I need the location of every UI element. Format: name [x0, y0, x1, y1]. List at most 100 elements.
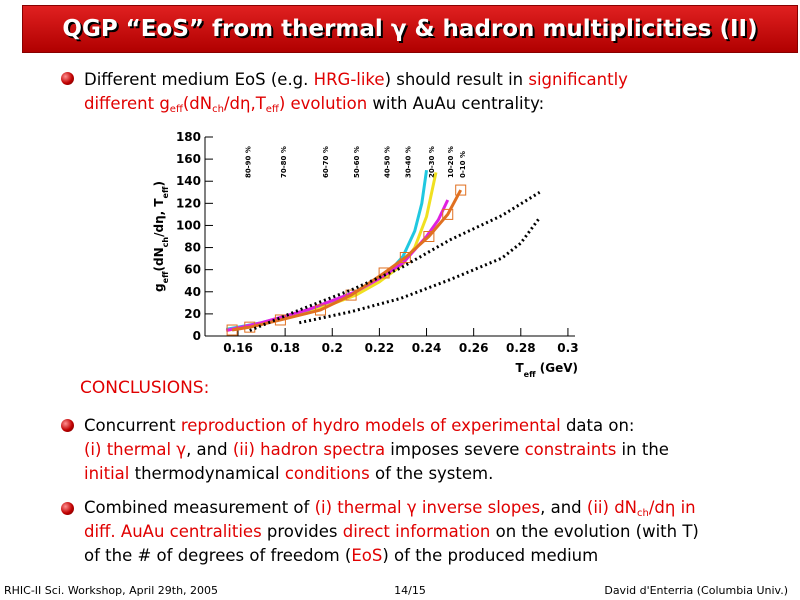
- label-segment: T: [515, 361, 524, 375]
- text-segment: reproduction of hydro models of experime…: [180, 416, 561, 435]
- text-segment: Concurrent: [84, 416, 181, 435]
- text-segment: constraints: [524, 440, 617, 459]
- data-marker: [455, 184, 467, 196]
- y-tick-label: 160: [176, 152, 201, 166]
- series-line: [225, 199, 450, 332]
- text-segment: significantly: [528, 70, 628, 89]
- text-segment: (dN: [182, 94, 213, 113]
- text-segment: diff. AuAu centralities: [84, 522, 262, 541]
- data-marker: [314, 304, 326, 316]
- text-segment: of the # of degrees of freedom (: [84, 546, 352, 565]
- centrality-label: 30-40 %: [405, 146, 413, 178]
- text-segment: direct information: [342, 522, 491, 541]
- conclusion-text: Combined measurement of (i) thermal γ in…: [84, 496, 699, 568]
- intro-text: Different medium EoS (e.g. HRG-like) sho…: [84, 68, 628, 116]
- text-line: Different medium EoS (e.g. HRG-like) sho…: [84, 68, 628, 92]
- text-segment: Combined measurement of: [84, 498, 315, 517]
- label-segment: (dN: [152, 247, 166, 271]
- x-tick-label: 0.2: [322, 341, 343, 355]
- data-marker: [442, 208, 454, 220]
- bullet-marker: [61, 419, 74, 432]
- y-tick-label: 20: [184, 307, 201, 321]
- label-segment: (GeV): [536, 361, 578, 375]
- y-tick-label: 0: [193, 329, 201, 343]
- centrality-label: 80-90 %: [244, 146, 252, 178]
- centrality-label: 70-80 %: [280, 146, 288, 178]
- text-segment: conditions: [284, 464, 370, 483]
- text-segment: Different medium EoS (e.g.: [84, 70, 314, 89]
- text-segment: in the: [616, 440, 669, 459]
- centrality-label: 50-60 %: [353, 146, 361, 178]
- centrality-label: 40-50 %: [383, 146, 391, 178]
- centrality-label: 0-10 %: [459, 151, 467, 178]
- label-segment: eff: [524, 370, 536, 379]
- label-segment: ): [152, 181, 166, 186]
- x-tick-label: 0.26: [459, 341, 489, 355]
- data-marker: [226, 324, 238, 336]
- text-segment: with AuAu centrality:: [367, 94, 545, 113]
- text-segment: initial: [84, 464, 130, 483]
- text-line: of the # of degrees of freedom (EoS) of …: [84, 544, 699, 568]
- text-line: (i) thermal γ, and (ii) hadron spectra i…: [84, 438, 669, 462]
- x-tick-label: 0.16: [223, 341, 253, 355]
- data-marker: [399, 252, 411, 264]
- y-axis-label: geff(dNch/dη, Teff): [152, 181, 170, 292]
- x-tick-label: 0.24: [412, 341, 442, 355]
- centrality-label: 10-20 %: [447, 146, 455, 178]
- text-segment: ) should result in: [384, 70, 529, 89]
- label-segment: g: [152, 283, 166, 292]
- text-line: initial thermodynamical conditions of th…: [84, 462, 669, 486]
- text-segment: (i) thermal γ inverse slopes: [314, 498, 541, 517]
- y-tick-label: 100: [176, 218, 201, 232]
- text-segment: /dη in: [648, 498, 696, 517]
- text-segment: thermodynamical: [129, 464, 285, 483]
- text-segment: ) evolution: [278, 94, 368, 113]
- text-segment: ) of the produced medium: [382, 546, 599, 565]
- label-segment: ch: [161, 237, 170, 248]
- conclusions-heading: CONCLUSIONS:: [80, 378, 210, 398]
- bullet-marker: [61, 502, 74, 515]
- text-segment: eff: [169, 104, 183, 115]
- text-segment: (i) thermal γ: [84, 440, 187, 459]
- x-tick-label: 0.3: [557, 341, 578, 355]
- text-line: Concurrent reproduction of hydro models …: [84, 414, 669, 438]
- label-segment: eff: [161, 186, 170, 198]
- text-segment: provides: [261, 522, 343, 541]
- data-marker: [274, 314, 286, 326]
- conclusion-text: Concurrent reproduction of hydro models …: [84, 414, 669, 486]
- text-segment: eff: [265, 104, 279, 115]
- x-axis-label: Teff (GeV): [515, 361, 578, 379]
- text-segment: (ii) dN: [586, 498, 638, 517]
- y-tick-label: 80: [184, 241, 201, 255]
- y-tick-label: 40: [184, 285, 201, 299]
- text-segment: data on:: [560, 416, 635, 435]
- y-tick-label: 120: [176, 196, 201, 210]
- text-segment: on the evolution (with T): [490, 522, 699, 541]
- y-tick-label: 140: [176, 174, 201, 188]
- text-segment: different g: [84, 94, 170, 113]
- text-line: Combined measurement of (i) thermal γ in…: [84, 496, 699, 520]
- text-segment: (ii) hadron spectra: [232, 440, 386, 459]
- text-segment: /dη,T: [223, 94, 266, 113]
- footer-center: 14/15: [394, 584, 426, 597]
- text-line: diff. AuAu centralities provides direct …: [84, 520, 699, 544]
- text-segment: of the system.: [369, 464, 494, 483]
- text-segment: EoS: [351, 546, 383, 565]
- text-line: different geff(dNch/dη,Teff) evolution w…: [84, 92, 628, 116]
- text-segment: , and: [186, 440, 233, 459]
- bullet-marker: [61, 72, 74, 85]
- text-segment: ch: [637, 508, 649, 519]
- centrality-label: 20-30 %: [428, 146, 436, 178]
- footer-right: David d'Enterria (Columbia Univ.): [604, 584, 788, 597]
- label-segment: eff: [161, 271, 170, 283]
- label-segment: /dη, T: [152, 198, 166, 237]
- text-segment: imposes severe: [385, 440, 525, 459]
- slide-title: QGP “EoS” from thermal γ & hadron multip…: [22, 5, 798, 53]
- text-segment: HRG-like: [313, 70, 385, 89]
- data-marker: [423, 231, 435, 242]
- centrality-label: 60-70 %: [322, 146, 330, 178]
- y-tick-label: 180: [176, 130, 201, 144]
- x-tick-label: 0.18: [270, 341, 300, 355]
- text-segment: ch: [212, 104, 224, 115]
